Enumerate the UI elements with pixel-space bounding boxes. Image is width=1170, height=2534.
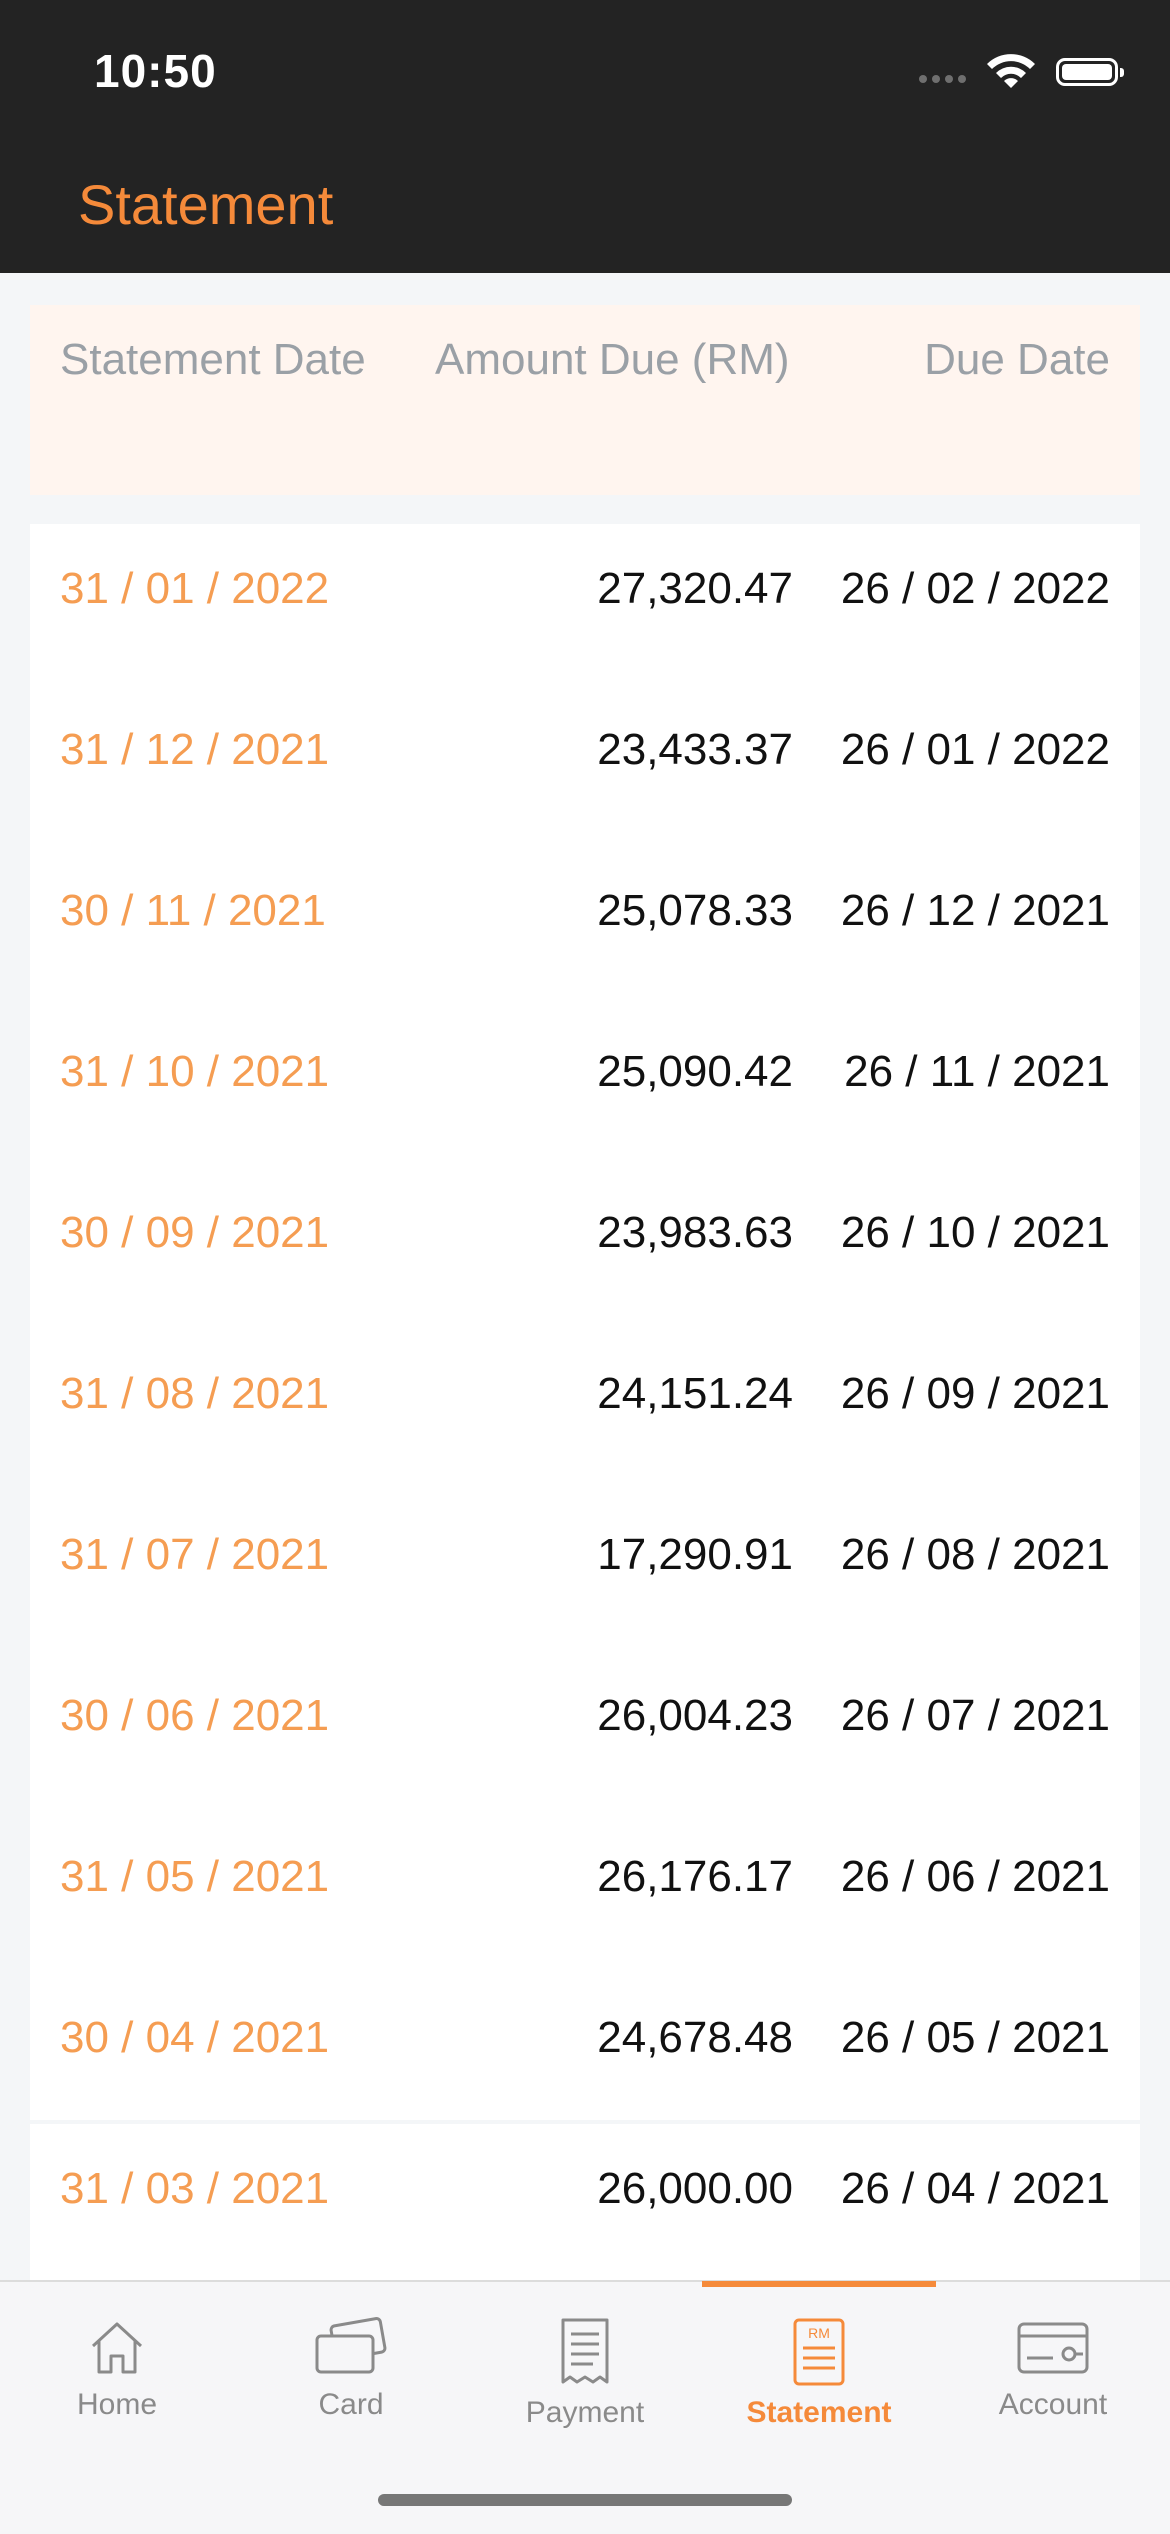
statement-row[interactable]: 31 / 03 / 2021 26,000.00 26 / 04 / 2021	[30, 2124, 1140, 2285]
due-date: 26 / 10 / 2021	[840, 1208, 1110, 1257]
tab-label: Account	[998, 2388, 1108, 2421]
statement-date: 30 / 04 / 2021	[60, 2013, 330, 2062]
tab-payment[interactable]: Payment	[468, 2302, 702, 2442]
statement-date: 31 / 12 / 2021	[60, 725, 330, 774]
battery-icon	[1056, 58, 1124, 86]
statement-row[interactable]: 30 / 04 / 2021 24,678.48 26 / 05 / 2021	[30, 1973, 1140, 2134]
tab-label: Home	[76, 2388, 158, 2421]
amount-due: 26,000.00	[597, 2164, 793, 2213]
statement-row[interactable]: 31 / 10 / 2021 25,090.42 26 / 11 / 2021	[30, 1007, 1140, 1168]
tab-bar: Home Card Payment RM Statement	[0, 2280, 1170, 2534]
card-icon	[315, 2317, 387, 2374]
receipt-icon	[561, 2318, 609, 2384]
due-date: 26 / 06 / 2021	[840, 1852, 1110, 1901]
statement-row[interactable]: 31 / 08 / 2021 24,151.24 26 / 09 / 2021	[30, 1329, 1140, 1490]
column-header-due-date: Due Date	[924, 335, 1110, 384]
due-date: 26 / 02 / 2022	[840, 564, 1110, 613]
amount-due: 17,290.91	[597, 1530, 793, 1579]
amount-due: 23,433.37	[597, 725, 793, 774]
due-date: 26 / 11 / 2021	[844, 1047, 1110, 1096]
statement-date: 31 / 03 / 2021	[60, 2164, 330, 2213]
tab-label: Card	[318, 2388, 384, 2421]
amount-due: 26,004.23	[597, 1691, 793, 1740]
status-icons	[919, 52, 1124, 92]
statement-row[interactable]: 30 / 11 / 2021 25,078.33 26 / 12 / 2021	[30, 846, 1140, 1007]
statement-date: 31 / 08 / 2021	[60, 1369, 330, 1418]
due-date: 26 / 04 / 2021	[840, 2164, 1110, 2213]
column-header-amount-due: Amount Due (RM)	[435, 335, 790, 384]
table-header: Statement Date Amount Due (RM) Due Date	[30, 305, 1140, 495]
statement-date: 30 / 11 / 2021	[60, 886, 326, 935]
due-date: 26 / 07 / 2021	[840, 1691, 1110, 1740]
statement-list-next: 31 / 03 / 2021 26,000.00 26 / 04 / 2021	[30, 2124, 1140, 2284]
statement-list: 31 / 01 / 2022 27,320.47 26 / 02 / 2022 …	[30, 524, 1140, 2120]
wifi-icon	[987, 54, 1035, 88]
statement-icon-badge: RM	[808, 2325, 830, 2341]
statement-date: 30 / 09 / 2021	[60, 1208, 330, 1257]
statement-date: 31 / 10 / 2021	[60, 1047, 330, 1096]
due-date: 26 / 12 / 2021	[840, 886, 1110, 935]
due-date: 26 / 09 / 2021	[840, 1369, 1110, 1418]
statement-date: 31 / 05 / 2021	[60, 1852, 330, 1901]
tab-label: Payment	[525, 2396, 645, 2429]
due-date: 26 / 01 / 2022	[840, 725, 1110, 774]
signal-icon	[919, 75, 966, 83]
page-title: Statement	[78, 173, 334, 236]
tab-label: Statement	[746, 2396, 892, 2429]
home-icon	[91, 2322, 143, 2374]
status-time: 10:50	[94, 45, 217, 97]
tab-card[interactable]: Card	[234, 2302, 468, 2442]
due-date: 26 / 05 / 2021	[840, 2013, 1110, 2062]
home-indicator[interactable]	[378, 2494, 792, 2506]
amount-due: 26,176.17	[597, 1852, 793, 1901]
top-bar: 10:50 Statement	[0, 0, 1170, 273]
amount-due: 25,090.42	[597, 1047, 793, 1096]
amount-due: 25,078.33	[597, 886, 793, 935]
statement-row[interactable]: 31 / 05 / 2021 26,176.17 26 / 06 / 2021	[30, 1812, 1140, 1973]
amount-due: 27,320.47	[597, 564, 793, 613]
amount-due: 24,678.48	[597, 2013, 793, 2062]
statement-date: 30 / 06 / 2021	[60, 1691, 330, 1740]
statement-icon: RM	[793, 2318, 845, 2386]
tab-home[interactable]: Home	[0, 2302, 234, 2442]
active-tab-indicator	[702, 2281, 936, 2287]
statement-row[interactable]: 30 / 06 / 2021 26,004.23 26 / 07 / 2021	[30, 1651, 1140, 1812]
statement-row[interactable]: 31 / 01 / 2022 27,320.47 26 / 02 / 2022	[30, 524, 1140, 685]
statement-date: 31 / 01 / 2022	[60, 564, 330, 613]
statement-row[interactable]: 31 / 12 / 2021 23,433.37 26 / 01 / 2022	[30, 685, 1140, 846]
statement-row[interactable]: 30 / 09 / 2021 23,983.63 26 / 10 / 2021	[30, 1168, 1140, 1329]
tab-statement[interactable]: RM Statement	[702, 2302, 936, 2442]
tab-account[interactable]: Account	[936, 2302, 1170, 2442]
account-icon	[1017, 2322, 1089, 2374]
due-date: 26 / 08 / 2021	[840, 1530, 1110, 1579]
amount-due: 23,983.63	[597, 1208, 793, 1257]
amount-due: 24,151.24	[597, 1369, 793, 1418]
column-header-statement-date: Statement Date	[60, 335, 366, 384]
statement-row[interactable]: 31 / 07 / 2021 17,290.91 26 / 08 / 2021	[30, 1490, 1140, 1651]
statement-date: 31 / 07 / 2021	[60, 1530, 330, 1579]
